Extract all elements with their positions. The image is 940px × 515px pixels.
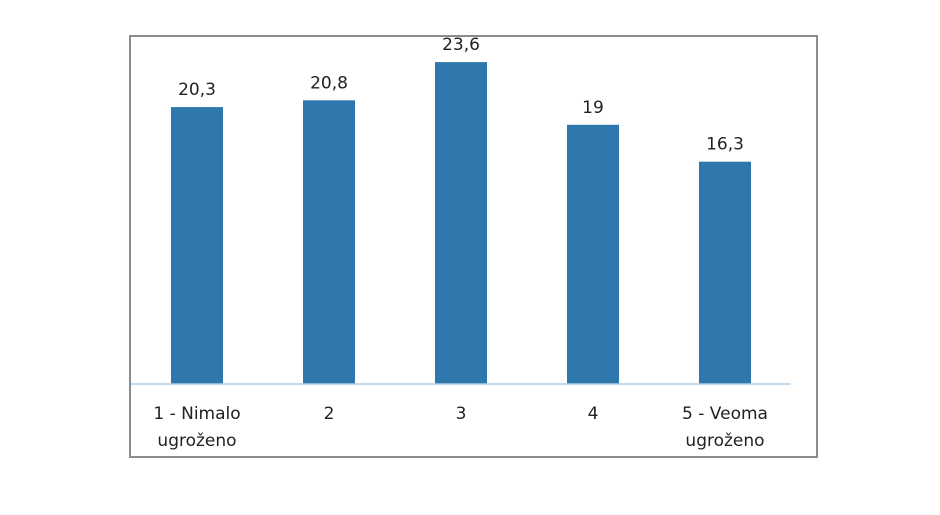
- category-label-2: 2: [324, 404, 335, 424]
- bars: [171, 62, 751, 385]
- bar-2: [303, 100, 355, 385]
- bar-chart: 20,3 20,8 23,6 19 16,3 1 - Nimalo ugroženo 2 3 4…: [131, 37, 791, 451]
- value-label-4: 19: [582, 98, 604, 118]
- value-labels: 20,3 20,8 23,6 19 16,3: [178, 37, 744, 155]
- value-label-2: 20,8: [310, 73, 348, 93]
- value-label-3: 23,6: [442, 37, 480, 55]
- category-label-5: 5 - Veoma ugroženo: [682, 404, 768, 451]
- category-label-4-line-1: 4: [588, 404, 599, 424]
- bar-5: [699, 161, 751, 384]
- category-label-1-line-2: ugroženo: [157, 431, 236, 451]
- category-labels: 1 - Nimalo ugroženo 2 3 4 5 - Veoma ugroženo: [153, 404, 768, 451]
- category-label-1: 1 - Nimalo ugroženo: [153, 404, 240, 451]
- value-label-5: 16,3: [706, 135, 744, 155]
- value-label-1: 20,3: [178, 80, 216, 100]
- category-label-5-line-1: 5 - Veoma: [682, 404, 768, 424]
- chart-frame: 20,3 20,8 23,6 19 16,3 1 - Nimalo ugroženo 2 3 4…: [129, 35, 818, 458]
- bar-1: [171, 107, 223, 384]
- category-label-3: 3: [456, 404, 467, 424]
- category-label-3-line-1: 3: [456, 404, 467, 424]
- bar-3: [435, 62, 487, 384]
- category-label-4: 4: [588, 404, 599, 424]
- bar-4: [567, 124, 619, 385]
- category-label-1-line-1: 1 - Nimalo: [153, 404, 240, 424]
- category-label-5-line-2: ugroženo: [685, 431, 764, 451]
- category-label-2-line-1: 2: [324, 404, 335, 424]
